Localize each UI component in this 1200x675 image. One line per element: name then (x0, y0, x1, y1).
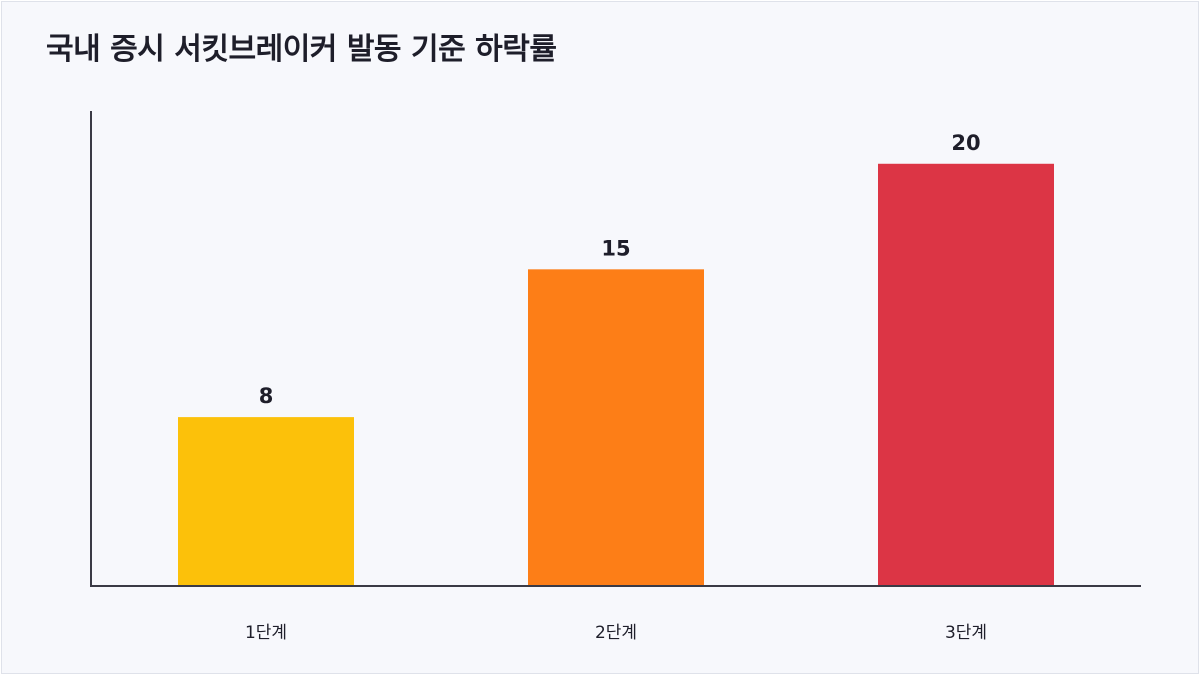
bar-2 (528, 269, 704, 585)
value-label-group: 8 15 20 (259, 131, 981, 408)
bar-1 (178, 417, 354, 585)
value-label-3: 20 (951, 131, 980, 155)
value-label-1: 8 (259, 384, 274, 408)
x-tick-label-group: 1단계 2단계 3단계 (245, 623, 987, 643)
x-tick-label-1: 1단계 (245, 623, 287, 643)
bar-3 (878, 163, 1054, 585)
chart-title: 국내 증시 서킷브레이커 발동 기준 하락률 (46, 32, 557, 67)
x-tick-label-2: 2단계 (595, 623, 637, 643)
bar-group (178, 163, 1054, 585)
value-label-2: 15 (601, 236, 630, 260)
x-tick-label-3: 3단계 (945, 623, 987, 643)
